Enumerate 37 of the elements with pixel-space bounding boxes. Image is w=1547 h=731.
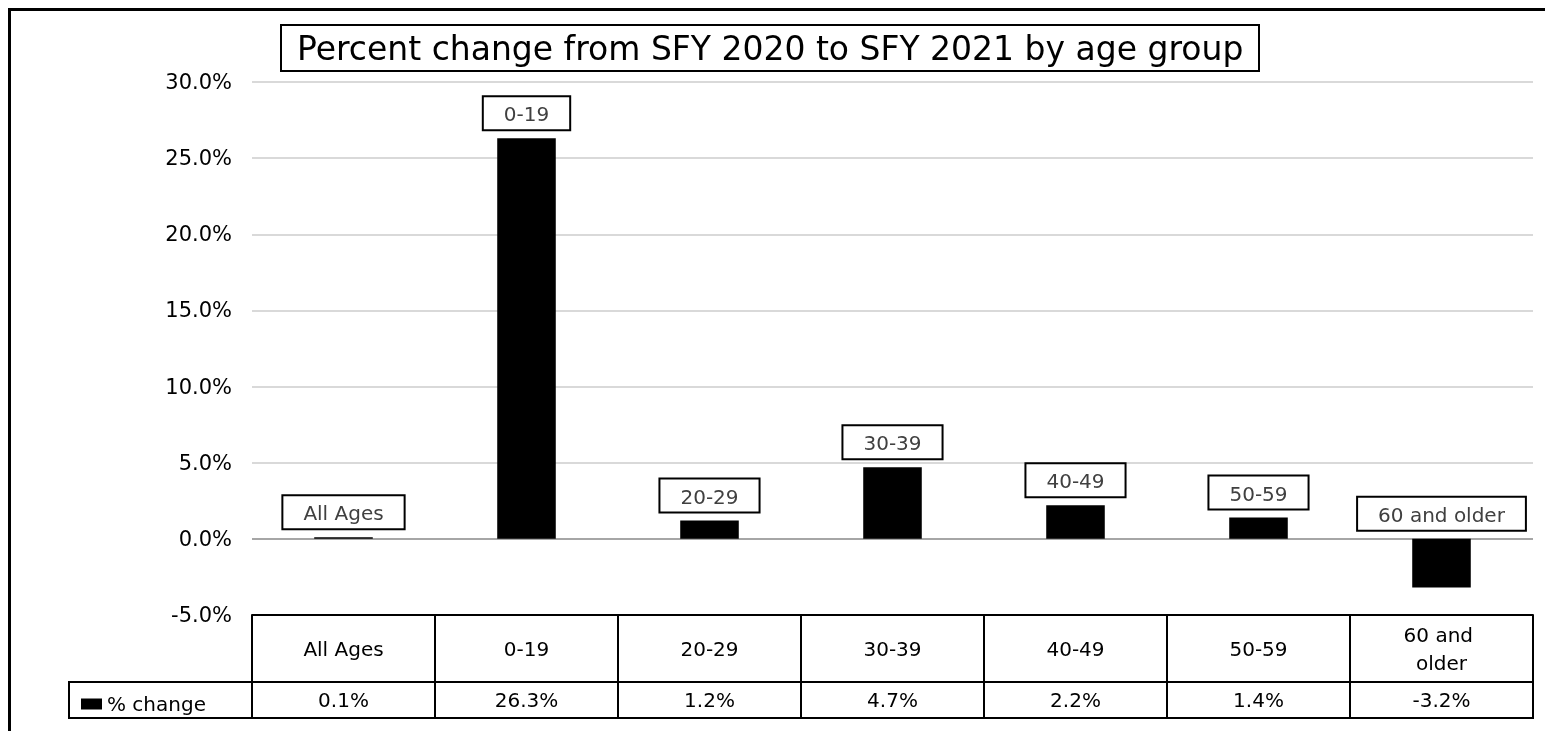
y-tick-label: 10.0% xyxy=(165,374,232,399)
data-label: 1.4% xyxy=(1232,687,1285,714)
annotation: All Ages xyxy=(303,501,384,526)
bar xyxy=(1412,538,1471,588)
x-tick-label: 0-19 xyxy=(503,637,550,661)
y-tick-label: 30.0% xyxy=(165,70,232,94)
bar xyxy=(1229,517,1288,539)
data-label: 26.3% xyxy=(493,687,560,714)
bar xyxy=(680,520,739,539)
y-tick-label: 15.0% xyxy=(165,298,232,323)
x-tick-label: 60 and older xyxy=(1403,623,1480,675)
data-label: -3.2% xyxy=(1411,687,1472,714)
y-tick-label: 25.0% xyxy=(165,146,232,171)
annotation: 60 and older xyxy=(1378,502,1506,527)
y-tick-label: 20.0% xyxy=(165,222,232,247)
y-tick-label: 0.0% xyxy=(178,526,232,551)
data-label: 2.2% xyxy=(1049,687,1102,714)
bar xyxy=(863,467,922,539)
data-label: 0.1% xyxy=(317,687,370,714)
y-tick-label: -5.0% xyxy=(171,603,232,627)
data-label: 1.2% xyxy=(683,687,736,714)
annotation: 0-19 xyxy=(503,102,550,127)
annotation: 20-29 xyxy=(680,484,739,509)
bar xyxy=(1046,505,1105,539)
chart-title: Percent change from SFY 2020 to SFY 2021 by age group xyxy=(297,29,1244,68)
x-tick-label: All Ages xyxy=(303,637,384,661)
data-label: 4.7% xyxy=(866,687,919,714)
x-tick-label: 20-29 xyxy=(680,637,739,661)
legend-label: % change xyxy=(107,692,206,716)
y-tick-label: 5.0% xyxy=(178,450,232,475)
x-tick-label: 50-59 xyxy=(1229,637,1288,661)
bar xyxy=(497,138,556,539)
x-tick-label: 40-49 xyxy=(1046,637,1105,661)
annotation: 40-49 xyxy=(1046,469,1105,494)
x-tick-label: 30-39 xyxy=(863,637,922,661)
annotation: 50-59 xyxy=(1229,481,1288,506)
annotation: 30-39 xyxy=(863,431,922,456)
